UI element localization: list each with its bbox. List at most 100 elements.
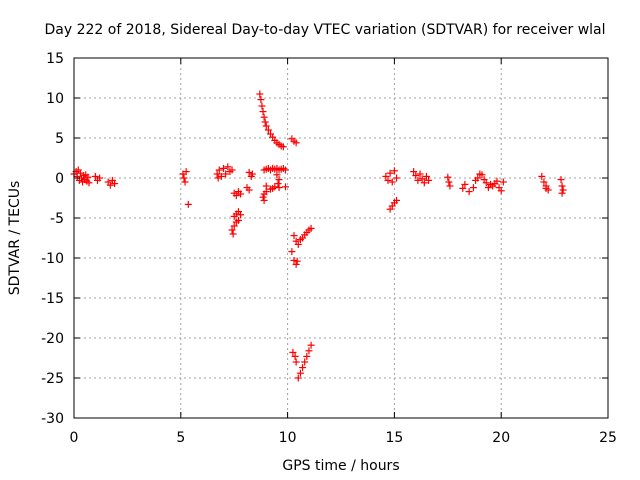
data-point xyxy=(232,192,240,200)
data-point xyxy=(224,163,232,171)
data-point xyxy=(303,352,311,360)
data-point xyxy=(222,170,230,178)
data-point xyxy=(260,196,268,204)
x-tick-label: 20 xyxy=(492,430,510,446)
data-point xyxy=(444,173,452,181)
data-point xyxy=(301,358,309,366)
data-point xyxy=(245,186,253,194)
data-point xyxy=(461,180,469,188)
data-point xyxy=(262,182,270,190)
data-point xyxy=(274,180,282,188)
data-point xyxy=(106,181,114,189)
data-point xyxy=(228,166,236,174)
data-point xyxy=(412,172,420,180)
x-axis-label: GPS time / hours xyxy=(282,458,399,474)
data-point xyxy=(96,174,104,182)
data-point xyxy=(84,173,92,181)
data-point xyxy=(248,170,256,178)
y-tick-label: 0 xyxy=(55,171,64,187)
data-point xyxy=(482,179,490,187)
data-point xyxy=(393,196,401,204)
y-tick-label: -20 xyxy=(41,331,64,347)
data-point xyxy=(111,180,119,188)
data-point xyxy=(559,186,567,194)
data-point xyxy=(414,176,422,184)
data-point xyxy=(182,168,190,176)
y-tick-label: -5 xyxy=(50,211,64,227)
data-point xyxy=(180,174,188,182)
data-point xyxy=(499,178,507,186)
data-point xyxy=(294,374,302,382)
data-point xyxy=(459,184,467,192)
data-point xyxy=(230,222,238,230)
data-point xyxy=(410,168,418,176)
data-point xyxy=(474,174,482,182)
chart-title: Day 222 of 2018, Sidereal Day-to-day VTE… xyxy=(44,22,605,38)
data-point xyxy=(558,182,566,190)
data-point xyxy=(445,178,453,186)
data-point xyxy=(215,166,223,174)
y-tick-label: -25 xyxy=(41,371,64,387)
x-tick-label: 25 xyxy=(599,430,617,446)
data-point xyxy=(469,184,477,192)
data-point xyxy=(275,184,283,192)
data-point xyxy=(213,170,221,178)
y-tick-label: -30 xyxy=(41,411,64,427)
data-point xyxy=(386,169,394,177)
data-point xyxy=(557,176,565,184)
data-point xyxy=(390,167,398,175)
y-tick-label: -10 xyxy=(41,251,64,267)
data-point xyxy=(384,176,392,184)
data-point xyxy=(262,122,270,130)
data-point xyxy=(245,168,253,176)
data-point xyxy=(289,348,297,356)
data-point xyxy=(420,179,428,187)
data-point xyxy=(279,143,287,151)
data-point xyxy=(292,139,300,147)
data-point xyxy=(85,179,93,187)
data-point xyxy=(73,172,81,180)
data-point xyxy=(299,364,307,372)
data-point xyxy=(292,358,300,366)
data-point xyxy=(237,190,245,198)
data-point xyxy=(422,172,430,180)
data-point xyxy=(393,174,401,182)
data-point xyxy=(542,184,550,192)
data-point xyxy=(228,226,236,234)
data-point xyxy=(538,172,546,180)
y-axis-label: SDTVAR / TECUs xyxy=(7,181,23,296)
data-point xyxy=(290,232,298,240)
data-point xyxy=(425,176,433,184)
data-point xyxy=(416,170,424,178)
data-point xyxy=(305,347,313,355)
tick-labels: 15 10 5 0 -5 -10 -15 -20 -25 -30 0 5 10 15 20 25 xyxy=(41,51,617,446)
data-point xyxy=(293,257,301,265)
data-point xyxy=(184,200,192,208)
data-point xyxy=(264,126,272,134)
data-point xyxy=(275,176,283,184)
data-point xyxy=(292,260,300,268)
data-point xyxy=(273,171,281,179)
data-point xyxy=(288,248,296,256)
data-point xyxy=(259,108,267,116)
data-point xyxy=(294,240,302,248)
grid-lines xyxy=(74,58,608,418)
y-tick-label: -15 xyxy=(41,291,64,307)
data-point xyxy=(257,96,265,104)
data-point xyxy=(237,211,245,219)
data-point xyxy=(256,90,264,98)
data-point xyxy=(258,102,266,110)
data-point xyxy=(220,164,228,172)
x-tick-label: 15 xyxy=(385,430,403,446)
data-point xyxy=(260,113,268,121)
data-point xyxy=(382,172,390,180)
data-point xyxy=(307,224,315,232)
data-point xyxy=(465,188,473,196)
x-tick-label: 10 xyxy=(279,430,297,446)
plot-frame xyxy=(73,57,609,419)
x-tick-label: 5 xyxy=(176,430,185,446)
data-point xyxy=(540,178,548,186)
data-point xyxy=(497,187,505,195)
